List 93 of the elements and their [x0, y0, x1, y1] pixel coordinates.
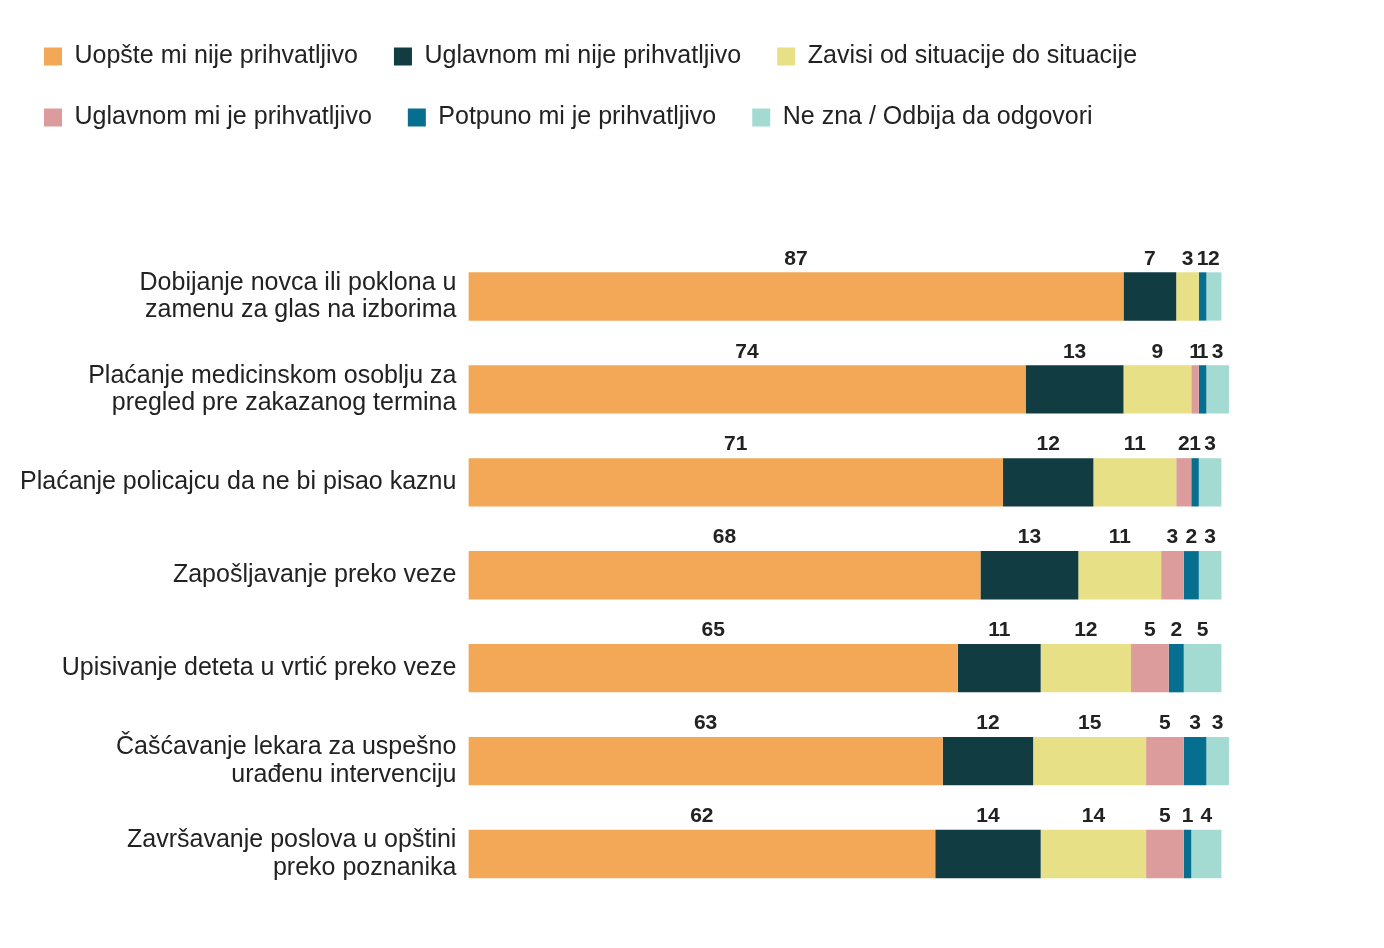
data-label: 71 — [724, 431, 748, 455]
bar — [1198, 365, 1207, 414]
data-label: 13 — [1062, 338, 1087, 362]
y-tick-label: Upisivanje deteta u vrtić preko veze — [61, 652, 457, 681]
bar — [1176, 272, 1199, 321]
data-label: 87 — [784, 245, 808, 269]
data-label: 12 — [1074, 617, 1098, 641]
data-label: 3 — [1204, 431, 1216, 455]
bar — [1025, 365, 1124, 414]
bar — [1206, 736, 1229, 786]
data-label: 13 — [1017, 524, 1042, 548]
data-label: 3 — [1211, 710, 1224, 734]
data-label: 12 — [976, 710, 1000, 734]
bar — [1146, 829, 1184, 879]
data-label: 1 — [1196, 245, 1209, 269]
bar — [1078, 551, 1162, 600]
bar — [468, 551, 981, 600]
y-tick-label: Plaćanje policajcu da ne bi pisao kaznu — [20, 466, 457, 495]
data-label: 9 — [1151, 338, 1164, 362]
bar — [1040, 829, 1147, 879]
data-label: 15 — [1077, 710, 1102, 734]
data-label: 14 — [976, 803, 1000, 827]
data-label: 7 — [1144, 245, 1156, 269]
data-label: 74 — [735, 338, 760, 362]
data-label: 3 — [1181, 245, 1194, 269]
bar — [1198, 551, 1222, 600]
bar — [1191, 458, 1199, 507]
bar — [468, 365, 1026, 414]
bar — [1040, 644, 1132, 693]
bar — [942, 736, 1034, 786]
data-label: 3 — [1166, 524, 1179, 548]
data-label: 14 — [1081, 803, 1106, 827]
data-label: 3 — [1189, 710, 1201, 734]
bar — [1206, 365, 1229, 414]
bar — [1146, 736, 1184, 786]
data-label: 3 — [1204, 524, 1216, 548]
data-label: 2 — [1208, 245, 1220, 269]
bar — [1183, 829, 1192, 879]
data-label: 5 — [1196, 617, 1209, 641]
bar — [935, 829, 1041, 879]
data-label: 3 — [1211, 338, 1224, 362]
bar — [468, 272, 1124, 321]
bar — [1198, 272, 1207, 321]
legend-label: Uglavnom mi nije prihvatljivo — [424, 40, 742, 69]
data-label: 5 — [1144, 617, 1157, 641]
bar — [980, 551, 1079, 600]
bar — [1183, 644, 1222, 693]
bar — [1123, 272, 1177, 321]
data-label: 65 — [701, 617, 726, 641]
legend-label: Zavisi od situacije do situacije — [807, 40, 1138, 69]
data-label: 11 — [1108, 524, 1132, 548]
bar — [1168, 644, 1184, 693]
data-label: 2 — [1170, 617, 1183, 641]
bar — [1131, 644, 1169, 693]
bar — [1033, 736, 1147, 786]
data-label: 62 — [690, 803, 714, 827]
data-label: 12 — [1036, 431, 1060, 455]
data-label: 4 — [1200, 803, 1213, 827]
bar — [957, 644, 1041, 693]
y-tick-label: Završavanje poslova u opštini preko poznanika — [127, 824, 457, 880]
data-label: 2 — [1185, 524, 1198, 548]
data-label: 68 — [712, 524, 737, 548]
legend-label: Uopšte mi nije prihvatljivo — [74, 40, 358, 69]
bar — [1198, 458, 1222, 507]
bar — [1191, 829, 1222, 879]
bar — [1176, 458, 1192, 507]
bar — [1161, 551, 1184, 600]
legend-label: Potpuno mi je prihvatljivo — [438, 101, 717, 130]
data-label: 11 — [1123, 431, 1147, 455]
bar — [1123, 365, 1192, 414]
bar — [468, 458, 1004, 507]
bar — [468, 736, 943, 786]
data-label: 2 — [1177, 431, 1190, 455]
data-label: 5 — [1159, 710, 1172, 734]
bar — [1183, 736, 1207, 786]
bar — [1183, 551, 1199, 600]
bar — [1191, 365, 1199, 414]
data-label: 11 — [988, 617, 1011, 641]
data-label: 5 — [1159, 803, 1172, 827]
legend-label: Uglavnom mi je prihvatljivo — [74, 101, 372, 130]
y-tick-label: Plaćanje medicinskom osoblju za pregled pre zakazanog termina — [88, 359, 457, 416]
bar — [468, 829, 936, 879]
data-label: 63 — [693, 710, 718, 734]
data-label: 1 — [1189, 431, 1202, 455]
y-tick-label: Čašćavanje lekara za uspešno urađenu intervenciju — [115, 731, 457, 787]
data-label: 1 — [1181, 803, 1194, 827]
y-tick-label: Zapošljavanje preko veze — [172, 559, 457, 588]
bar — [468, 644, 958, 693]
bar — [1003, 458, 1094, 507]
legend-label: Ne zna / Odbija da odgovori — [782, 101, 1093, 130]
bar — [1093, 458, 1177, 507]
y-tick-label: Dobijanje novca ili poklona u zamenu za glas na izborima — [139, 266, 457, 323]
bar — [1206, 272, 1222, 321]
